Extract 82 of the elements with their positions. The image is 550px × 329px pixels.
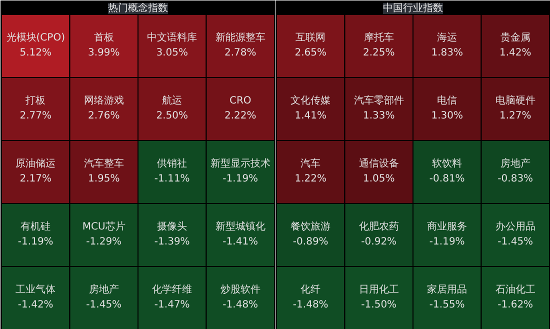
category-label: 炒股软件 [220, 283, 260, 296]
category-label: 汽车 [300, 157, 321, 170]
data-label: 1.05% [362, 173, 395, 184]
category-label: 化学纤维 [152, 283, 192, 296]
category-label: 新型显示技术 [210, 157, 270, 170]
data-label: -1.39% [154, 236, 190, 248]
category-label: 贵金属 [500, 31, 530, 44]
text: 中国行业指数 [383, 2, 443, 14]
category-label: 新型城镇化 [215, 220, 266, 232]
data-label: 3.05% [156, 47, 188, 58]
category-label: 家居用品 [427, 283, 468, 296]
category-label: 光模块(CPO) [6, 31, 66, 44]
category-label: 石油化工 [495, 283, 536, 296]
data-label: 5.12% [20, 47, 52, 58]
category-label: 软饮料 [432, 157, 462, 170]
text: 热门概念指数 [108, 2, 168, 14]
category-label: 网络游戏 [84, 94, 124, 106]
category-label: 文化传媒 [290, 94, 331, 106]
category-label: 房地产 [88, 283, 119, 296]
data-label: 2.17% [20, 173, 52, 184]
category-label: 电脑硬件 [495, 94, 536, 106]
category-label: 房地产 [500, 157, 530, 170]
category-label: 打板 [24, 94, 46, 106]
data-label: -1.19% [18, 236, 54, 248]
category-label: 汽车零部件 [354, 94, 404, 106]
category-label: 新能源整车 [215, 31, 266, 44]
category-label: 工业气体 [16, 283, 56, 296]
data-label: 2.78% [224, 47, 256, 58]
category-label: 办公用品 [495, 220, 536, 232]
data-label: -0.89% [292, 236, 328, 248]
data-label: -1.48% [222, 299, 258, 310]
data-label: -1.45% [498, 236, 534, 248]
data-label: -1.19% [429, 236, 465, 248]
data-label: 2.50% [156, 110, 188, 122]
category-label: MCU芯片 [82, 220, 126, 232]
data-label: -1.50% [361, 299, 397, 310]
data-label: -0.92% [361, 236, 397, 248]
data-label: 1.33% [362, 110, 395, 122]
data-label: 3.99% [88, 47, 120, 58]
category-label: 商业服务 [427, 220, 468, 232]
category-label: 汽车整车 [84, 157, 124, 170]
data-label: 1.22% [294, 173, 327, 184]
data-label: -1.11% [154, 173, 190, 184]
data-label: 1.30% [431, 110, 464, 122]
category-label: 互联网 [296, 31, 326, 44]
data-label: 1.42% [499, 47, 532, 58]
data-label: -1.45% [86, 299, 122, 310]
data-label: -1.29% [86, 236, 122, 248]
category-label: 供销社 [157, 157, 188, 170]
category-label: 海运 [437, 31, 458, 44]
category-label: 通信设备 [358, 157, 399, 170]
category-label: 化纤 [300, 283, 321, 296]
data-label: -1.62% [498, 299, 534, 310]
data-label: 2.76% [88, 110, 120, 122]
data-label: -1.47% [154, 299, 190, 310]
data-label: 2.65% [294, 47, 327, 58]
category-label: 摩托车 [364, 31, 394, 44]
category-label: 电信 [437, 94, 458, 106]
data-label: 1.41% [294, 110, 327, 122]
category-label: CRO [229, 95, 252, 106]
data-label: 2.25% [362, 47, 395, 58]
data-label: 2.77% [20, 110, 52, 122]
data-label: -1.48% [292, 299, 328, 310]
data-label: 1.27% [499, 110, 532, 122]
data-label: -1.42% [18, 299, 54, 310]
category-label: 餐饮旅游 [290, 220, 331, 232]
category-label: 航运 [162, 94, 182, 106]
data-label: 1.95% [88, 173, 120, 184]
data-label: -1.55% [429, 299, 465, 310]
data-label: -1.19% [222, 173, 258, 184]
data-label: -0.81% [429, 173, 465, 184]
category-label: 有机硅 [20, 220, 51, 232]
category-label: 中文语料库 [147, 31, 198, 44]
data-label: 2.22% [224, 110, 256, 122]
category-label: 化肥农药 [358, 220, 399, 232]
category-label: 首板 [94, 31, 114, 44]
data-label: 1.83% [431, 47, 464, 58]
category-label: 原油储运 [16, 157, 56, 170]
data-label: -1.41% [222, 236, 258, 248]
data-label: -0.83% [498, 173, 534, 184]
category-label: 摄像头 [157, 220, 188, 232]
category-label: 日用化工 [358, 283, 399, 296]
